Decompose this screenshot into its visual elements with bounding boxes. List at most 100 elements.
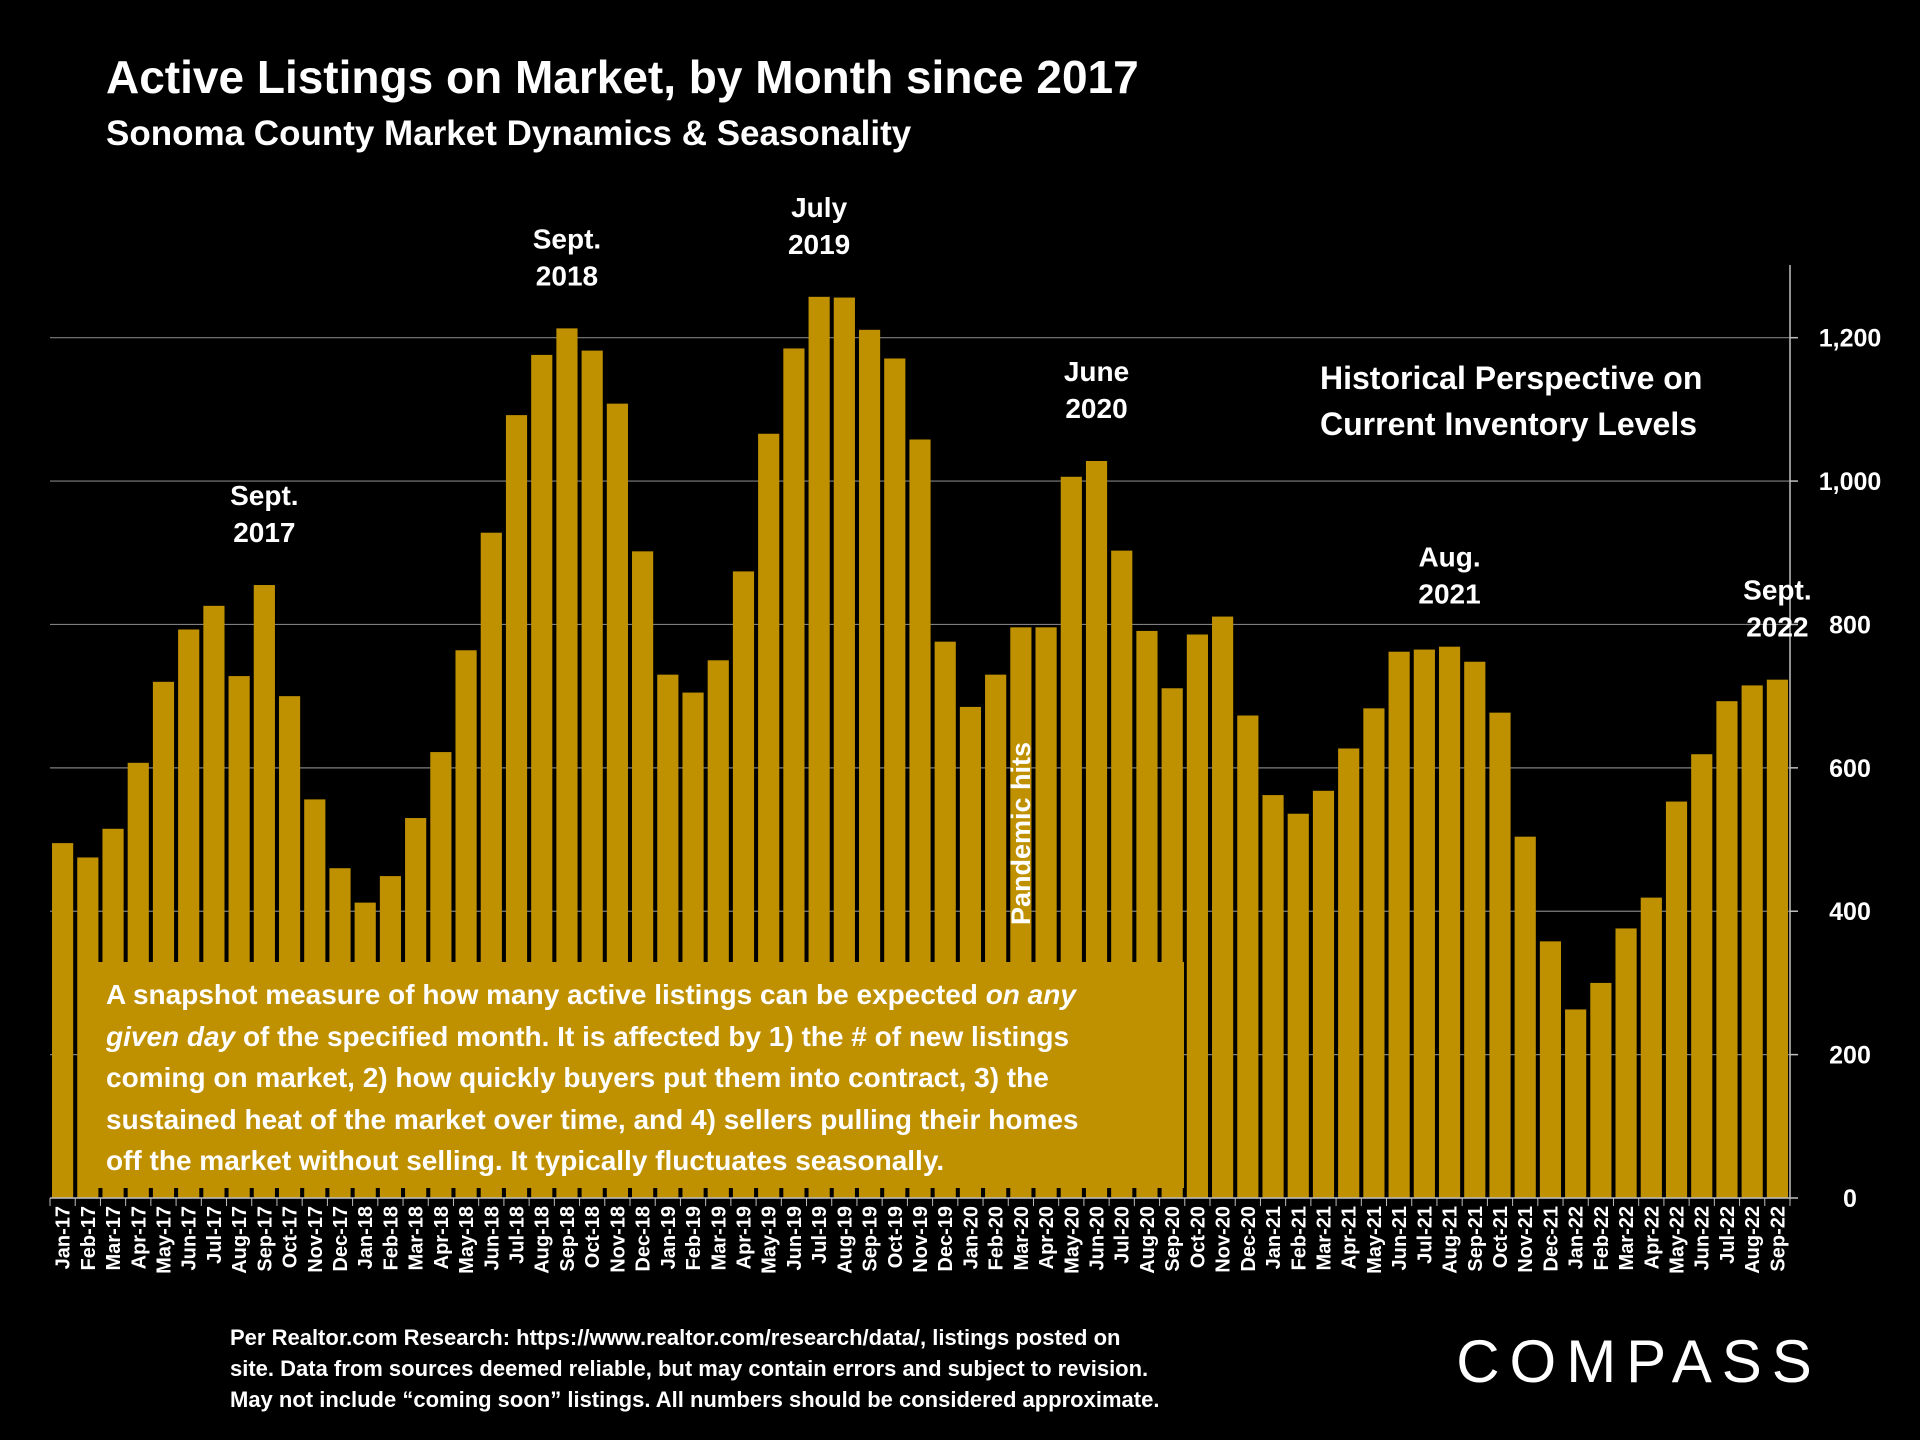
x-tick-label: Apr-20 [1036, 1206, 1058, 1269]
bar [1287, 813, 1309, 1198]
bar [1338, 748, 1360, 1198]
x-tick-label: Jan-20 [960, 1206, 982, 1269]
chart-title: Active Listings on Market, by Month sinc… [106, 51, 1139, 103]
description-box: A snapshot measure of how many active li… [86, 962, 1184, 1188]
pandemic-label: Pandemic hits [1006, 742, 1036, 925]
x-tick-label: Feb-22 [1591, 1206, 1613, 1270]
bar [1539, 941, 1562, 1198]
y-tick-label: 1,000 [1819, 468, 1882, 496]
description-text: A snapshot measure of how many active li… [106, 979, 986, 1010]
x-tick-label: Sep-18 [557, 1206, 579, 1272]
peak-label: 2021 [1418, 579, 1480, 610]
bar [1691, 754, 1713, 1198]
bar [1237, 715, 1259, 1198]
bar [1312, 790, 1335, 1198]
x-tick-label: Dec-18 [633, 1206, 655, 1272]
footnote-line: site. Data from sources deemed reliable,… [230, 1356, 1149, 1381]
bar [1438, 646, 1461, 1198]
x-tick-label: Aug-19 [834, 1206, 856, 1274]
description-line: coming on market, 2) how quickly buyers … [106, 1062, 1049, 1093]
x-tick-label: Apr-19 [733, 1206, 755, 1269]
x-tick-label: Jul-18 [507, 1206, 529, 1264]
description-text: of the specified month. It is affected b… [235, 1020, 1070, 1052]
x-tick-label: Feb-17 [78, 1206, 100, 1270]
x-tick-label: Sep-19 [860, 1206, 882, 1272]
x-tick-label: May-18 [456, 1206, 478, 1274]
x-tick-label: Nov-21 [1515, 1206, 1537, 1273]
x-tick-label: Jun-22 [1692, 1206, 1714, 1270]
bar [1590, 982, 1612, 1198]
bar [52, 843, 74, 1198]
x-tick-label: Mar-18 [406, 1206, 428, 1270]
source-footnote: Per Realtor.com Research: https://www.re… [230, 1322, 1160, 1415]
footnote-line: May not include “coming soon” listings. … [230, 1387, 1160, 1412]
x-tick-label: Apr-21 [1339, 1206, 1361, 1269]
peak-label: Sept. [230, 480, 298, 511]
x-tick-label: Aug-18 [532, 1206, 554, 1274]
peak-label: Sept. [533, 223, 601, 254]
bar [1565, 1009, 1587, 1198]
x-tick-label: Jul-22 [1717, 1206, 1739, 1264]
x-tick-label: Mar-17 [103, 1206, 125, 1270]
x-tick-label: Jun-21 [1389, 1206, 1411, 1270]
bar [1640, 897, 1662, 1198]
x-tick-label: May-20 [1061, 1206, 1083, 1274]
x-tick-label: Jul-17 [204, 1206, 226, 1264]
x-tick-label: Aug-21 [1440, 1206, 1462, 1274]
x-tick-label: Jan-18 [355, 1206, 377, 1269]
bar [1766, 679, 1788, 1198]
x-tick-label: Jun-20 [1087, 1206, 1109, 1270]
x-tick-label: May-22 [1667, 1206, 1689, 1274]
bar [1363, 708, 1385, 1198]
x-tick-label: Jan-21 [1263, 1206, 1285, 1269]
x-tick-label: Apr-18 [431, 1206, 453, 1269]
x-tick-label: Dec-20 [1238, 1206, 1260, 1272]
x-tick-label: Feb-19 [683, 1206, 705, 1270]
x-tick-label: Oct-18 [582, 1206, 604, 1268]
peak-label: 2019 [788, 229, 850, 260]
x-tick-label: Apr-17 [128, 1206, 150, 1269]
x-tick-label: Dec-19 [935, 1206, 957, 1272]
compass-logo: COMPASS [1456, 1328, 1822, 1395]
bar [1514, 836, 1536, 1198]
chart-subtitle: Sonoma County Market Dynamics & Seasonal… [106, 114, 912, 153]
description-line: sustained heat of the market over time, … [106, 1103, 1079, 1135]
bar [1388, 651, 1410, 1198]
x-tick-label: Oct-21 [1490, 1206, 1512, 1268]
x-tick-label: Jul-21 [1414, 1206, 1436, 1264]
annotations: Sept. 2017 Sept. 2018 July 2019 June 2020 Aug. 20… [230, 192, 1812, 925]
x-tick-label: Oct-19 [885, 1206, 907, 1268]
compass-logo-text: COMPASS [1456, 1328, 1822, 1395]
bar [1464, 661, 1486, 1198]
x-tick-label: Nov-20 [1213, 1206, 1235, 1273]
perspective-note-line1: Historical Perspective on [1320, 360, 1703, 396]
peak-label: 2017 [233, 517, 295, 548]
x-tick-label: Oct-20 [1187, 1206, 1209, 1268]
bar [1615, 928, 1637, 1198]
footnote-line: Per Realtor.com Research: https://www.re… [230, 1325, 1121, 1350]
peak-label: Sept. [1743, 575, 1811, 606]
x-tick-label: Sep-20 [1162, 1206, 1184, 1272]
x-tick-label: Jan-17 [53, 1206, 75, 1269]
y-tick-label: 400 [1829, 898, 1871, 926]
x-tick-label: May-19 [759, 1206, 781, 1274]
x-tick-label: May-21 [1364, 1206, 1386, 1274]
x-tick-label: Aug-20 [1137, 1206, 1159, 1274]
description-emphasis: given day [106, 1020, 236, 1052]
x-tick-label: Mar-22 [1616, 1206, 1638, 1270]
x-tick-label: Nov-18 [607, 1206, 629, 1273]
x-tick-label: Dec-21 [1540, 1206, 1562, 1272]
description-line: off the market without selling. It typic… [106, 1145, 945, 1176]
x-tick-label: Nov-17 [305, 1206, 327, 1273]
x-tick-label: Sep-17 [254, 1206, 276, 1272]
x-tick-label: Feb-20 [986, 1206, 1008, 1270]
x-tick-label: Mar-21 [1313, 1206, 1335, 1270]
bar [1212, 616, 1234, 1198]
perspective-note: Historical Perspective on Current Invent… [1320, 355, 1702, 447]
x-tick-label: Jan-22 [1566, 1206, 1588, 1269]
peak-label: June [1064, 356, 1129, 387]
x-tick-label: Jul-20 [1112, 1206, 1134, 1264]
y-tick-label: 800 [1829, 611, 1871, 639]
